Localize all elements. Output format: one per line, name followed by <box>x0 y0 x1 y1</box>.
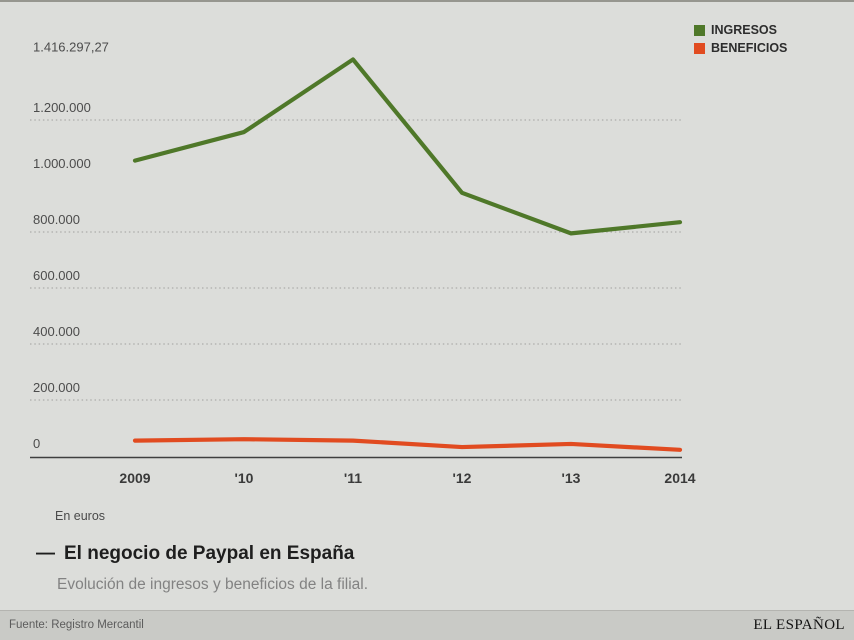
top-border-line <box>0 0 854 2</box>
x-axis-label: 2009 <box>119 470 150 486</box>
x-axis-label: '10 <box>235 470 254 486</box>
y-axis-label: 0 <box>33 436 40 451</box>
y-axis-label: 800.000 <box>33 212 80 227</box>
chart-title: El negocio de Paypal en España <box>64 543 355 564</box>
series-line-beneficios <box>132 437 683 452</box>
y-axis-label: 1.416.297,27 <box>33 39 109 54</box>
paypal-line-chart: 1.416.297,27 1.200.000 1.000.000 800.000 600… <box>30 39 696 486</box>
footer-bar: Fuente: Registro Mercantil EL ESPAÑOL <box>0 610 854 640</box>
x-axis-label: 2014 <box>664 470 695 486</box>
legend-item-ingresos: INGRESOS <box>694 21 787 39</box>
y-axis-label: 200.000 <box>33 380 80 395</box>
legend-label-ingresos: INGRESOS <box>711 23 777 37</box>
y-axis-label: 400.000 <box>33 324 80 339</box>
y-axis-label: 600.000 <box>33 268 80 283</box>
ingresos-swatch-icon <box>694 24 705 36</box>
legend-item-beneficios: BENEFICIOS <box>694 39 787 57</box>
publisher-logo: EL ESPAÑOL <box>753 617 845 633</box>
y-axis-label: 1.000.000 <box>33 156 91 171</box>
unit-note: En euros <box>55 509 106 523</box>
chart-subtitle: Evolución de ingresos y beneficios de la… <box>57 576 369 593</box>
x-axis-label: '12 <box>453 470 472 486</box>
chart-title-row: — El negocio de Paypal en España <box>36 543 354 565</box>
legend-label-beneficios: BENEFICIOS <box>711 41 788 55</box>
series-line-ingresos <box>132 57 683 236</box>
beneficios-swatch-icon <box>694 42 705 54</box>
x-axis-label: '13 <box>562 470 581 486</box>
source-credit: Fuente: Registro Mercantil <box>9 619 144 631</box>
y-axis-label: 1.200.000 <box>33 100 91 115</box>
title-dash: — <box>36 543 55 564</box>
chart-legend: INGRESOS BENEFICIOS <box>694 21 787 57</box>
x-axis-label: '11 <box>344 470 362 486</box>
